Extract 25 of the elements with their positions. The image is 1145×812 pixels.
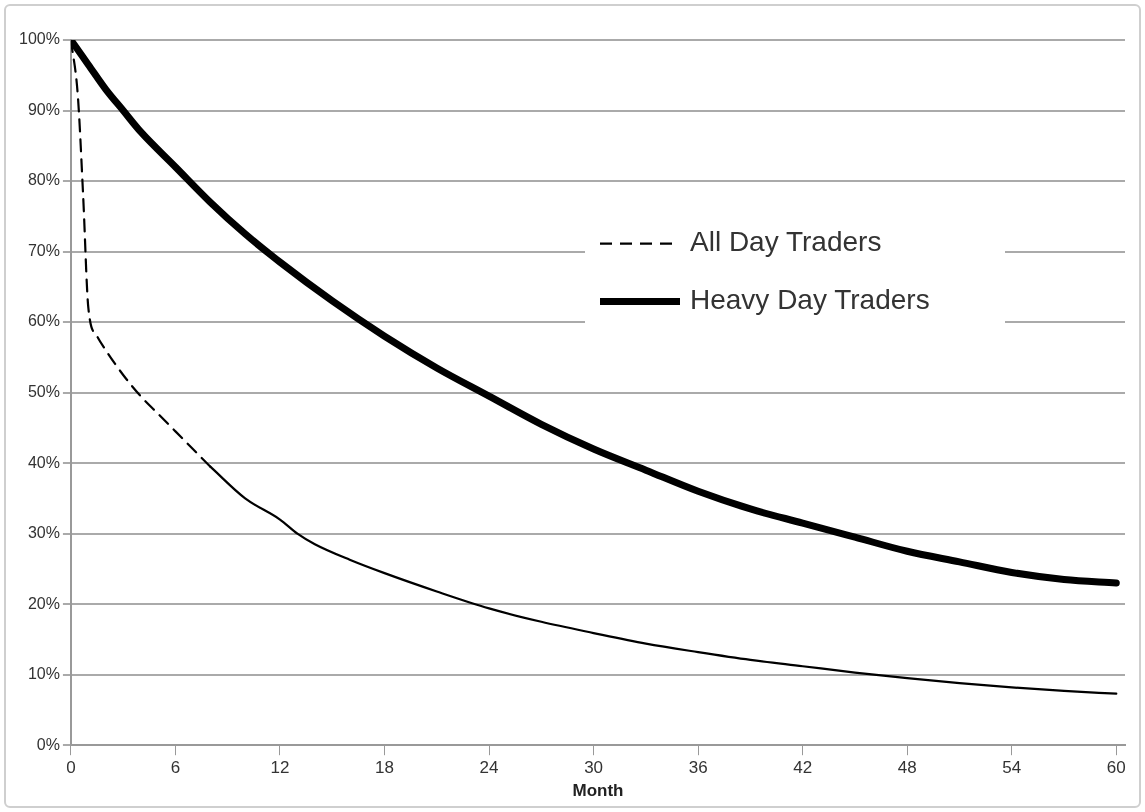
- y-tick-label: 50%: [27, 383, 60, 401]
- legend-label: All Day Traders: [690, 226, 882, 258]
- x-tick-label: 18: [375, 758, 394, 778]
- x-tick-label: 12: [270, 758, 290, 778]
- y-tick-label: 70%: [27, 241, 60, 259]
- x-tick-label: 60: [1106, 758, 1126, 778]
- x-tick-label: 54: [1002, 758, 1022, 778]
- x-tick-label: 6: [170, 758, 181, 778]
- y-tick-label: 10%: [27, 665, 60, 683]
- legend-label: Heavy Day Traders: [690, 284, 930, 316]
- y-tick-label: 100%: [19, 30, 60, 48]
- y-tick-label: 20%: [27, 594, 60, 612]
- y-tick-label: 90%: [27, 100, 60, 118]
- x-tick-label: 0: [66, 758, 76, 778]
- y-tick-label: 40%: [27, 453, 60, 471]
- x-tick-label: 24: [479, 758, 499, 778]
- y-tick-label: 60%: [27, 312, 60, 330]
- x-tick-label: 48: [897, 758, 917, 778]
- x-tick-label: 36: [688, 758, 708, 778]
- y-tick-label: 30%: [27, 524, 60, 542]
- y-tick-label: 80%: [27, 171, 60, 189]
- x-tick-label: 42: [793, 758, 813, 778]
- y-tick-label: 0%: [36, 735, 60, 753]
- x-tick-label: 30: [584, 758, 604, 778]
- x-axis-title: Month: [572, 781, 624, 801]
